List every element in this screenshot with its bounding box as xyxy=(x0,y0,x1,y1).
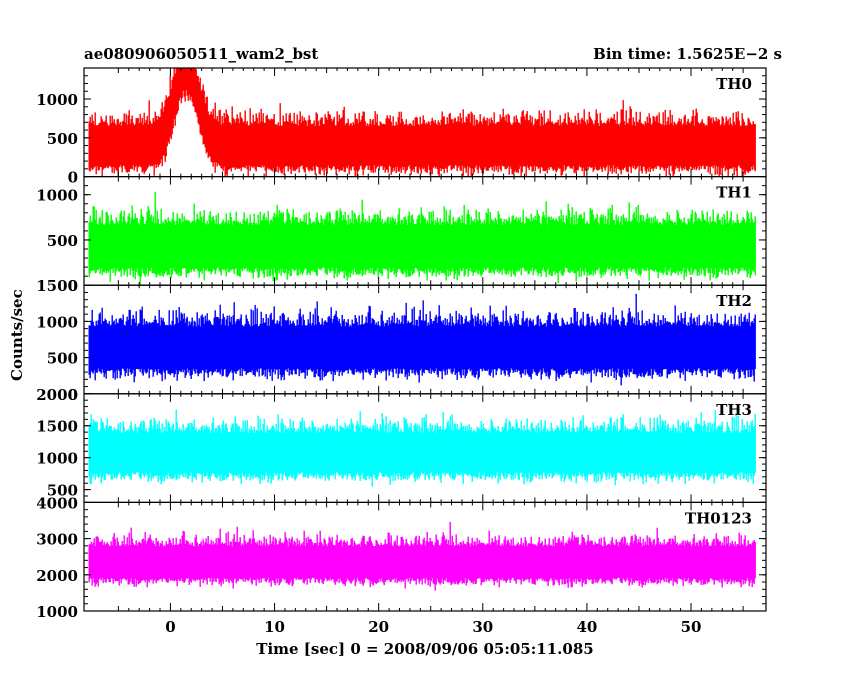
y-tick-label-th3: 500 xyxy=(47,482,78,500)
y-tick-label-th0: 1000 xyxy=(36,91,78,109)
y-tick-label-th0123: 4000 xyxy=(36,494,78,512)
panel-frame-th0123 xyxy=(83,501,767,612)
y-tick-label-th0: 0 xyxy=(68,169,78,187)
panel-label-th2: TH2 xyxy=(716,292,752,310)
panel-label-th1: TH1 xyxy=(716,184,752,202)
x-tick-label: 30 xyxy=(472,618,493,636)
series-trace-th1 xyxy=(88,191,756,285)
panel-label-th0123: TH0123 xyxy=(685,509,752,527)
series-trace-th0123 xyxy=(88,521,756,591)
panel-label-th3: TH3 xyxy=(716,401,752,419)
series-trace-th0 xyxy=(88,68,756,177)
series-trace-th2 xyxy=(88,293,756,386)
y-tick-label-th0123: 2000 xyxy=(36,567,78,585)
y-tick-label-th0123: 3000 xyxy=(36,531,78,549)
x-tick-label: 0 xyxy=(165,618,175,636)
x-axis-label: Time [sec] 0 = 2008/09/06 05:05:11.085 xyxy=(256,640,594,658)
y-tick-label-th0123: 1000 xyxy=(36,603,78,621)
y-tick-label-th3: 2000 xyxy=(36,386,78,404)
chart-title: ae080906050511_wam2_bst xyxy=(84,45,319,63)
y-tick-label-th0: 500 xyxy=(47,130,78,148)
y-tick-label-th3: 1500 xyxy=(36,418,78,436)
x-tick-label: 10 xyxy=(264,618,285,636)
x-tick-label: 50 xyxy=(681,618,702,636)
series-trace-th3 xyxy=(88,409,756,487)
y-tick-label-th1: 1000 xyxy=(36,187,78,205)
y-tick-label-th2: 500 xyxy=(47,350,78,368)
y-tick-label-th2: 1500 xyxy=(36,277,78,295)
y-tick-label-th3: 1000 xyxy=(36,450,78,468)
y-tick-label-th1: 0 xyxy=(68,277,78,295)
bin-time-label: Bin time: 1.5625E−2 s xyxy=(593,45,782,63)
y-tick-label-th2: 1000 xyxy=(36,313,78,331)
panel-label-th0: TH0 xyxy=(716,75,752,93)
x-tick-label: 20 xyxy=(368,618,389,636)
y-tick-label-th1: 500 xyxy=(47,232,78,250)
y-tick-label-th2: 0 xyxy=(68,386,78,404)
x-tick-label: 40 xyxy=(576,618,597,636)
